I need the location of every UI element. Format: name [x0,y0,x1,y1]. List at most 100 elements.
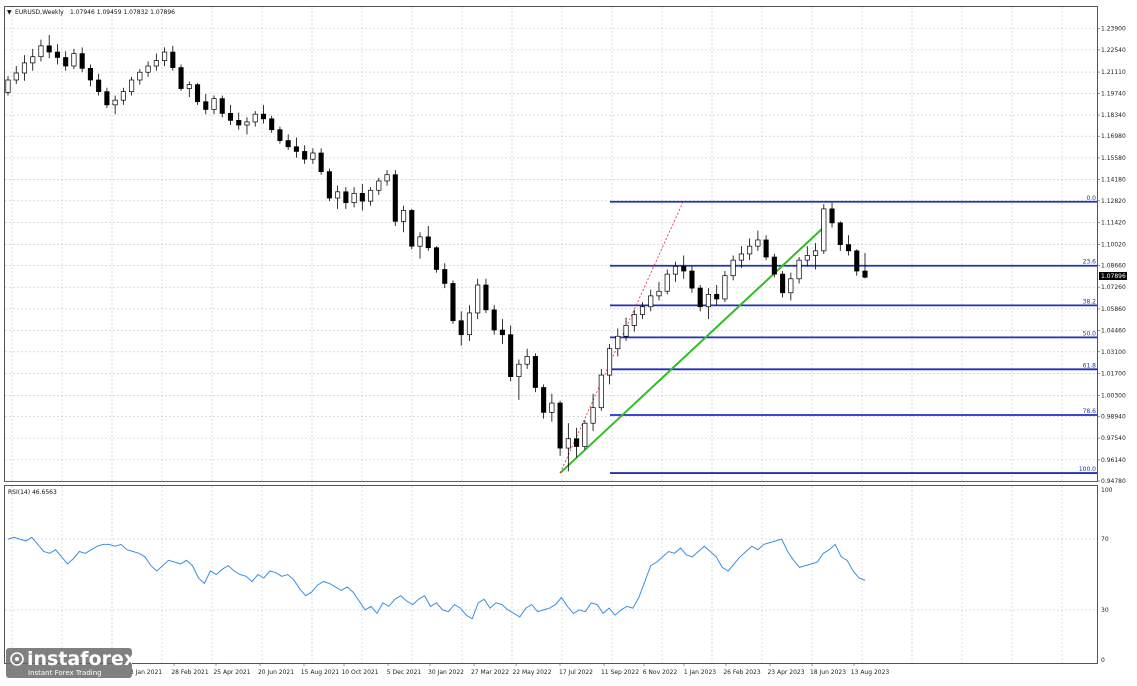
fib-level-label: 61.8 [1083,362,1097,369]
candle [21,55,28,81]
candle [689,266,695,293]
price-tick-label: 1.03100 [1101,349,1126,356]
candle [763,235,769,261]
candle [862,253,868,279]
candle [491,305,497,335]
price-tick-label: 1.10020 [1101,241,1126,248]
trendlines[interactable] [559,201,826,474]
candle [170,45,176,71]
candle [302,145,308,164]
price-tick-label: 1.23900 [1101,26,1126,33]
candle [747,238,753,261]
candle [631,309,637,332]
price-tick-label: 1.16980 [1101,133,1126,140]
candle [672,261,679,282]
fib-level-label: 0.0 [1086,195,1096,202]
candle [186,81,192,98]
rsi-axis[interactable]: 100 70 30 0 [1101,487,1113,664]
time-tick-label: 23 Apr 2023 [767,669,804,676]
candle [458,311,464,346]
time-tick-label: 3 Jan 2021 [130,669,162,676]
fib-trend-dashed-line[interactable] [559,201,684,474]
symbol-header-arrow-icon[interactable]: ▼ [7,9,12,16]
candle [804,246,810,267]
fib-level-label: 50.0 [1083,330,1097,337]
candle [252,111,258,127]
fibonacci-retracement[interactable]: 0.0 23.6 38.2 50.0 61.8 78.6 100.0 [610,195,1097,474]
candle [326,168,332,202]
time-tick-label: 18 Jun 2023 [810,669,846,676]
candle [79,47,85,73]
price-tick-label: 1.19740 [1101,90,1126,97]
candle [211,95,217,115]
candle [368,187,374,206]
candle [606,344,613,385]
candle [400,205,407,233]
ohlc-header: 1.07946 1.09459 1.07832 1.07896 [70,9,175,16]
time-tick-label: 28 Feb 2021 [171,669,209,676]
price-tick-label: 1.15580 [1101,155,1126,162]
price-tick-label: 1.11420 [1101,220,1126,227]
candle [194,83,201,105]
candle [178,64,184,91]
time-axis[interactable]: 3 Jan 2021 28 Feb 2021 25 Apr 2021 20 Jun 2… [129,663,890,676]
candle [129,76,135,96]
candle [697,285,703,312]
candle [508,325,514,382]
price-tick-label: 1.21110 [1101,69,1126,76]
candle [310,148,316,164]
price-tick-label: 1.18340 [1101,112,1126,119]
candle [203,93,209,115]
candle [499,319,505,345]
price-tick-label: 1.14180 [1101,177,1126,184]
price-tick-label: 1.12820 [1101,198,1126,205]
rsi-plot-frame [4,485,1098,664]
candle [359,184,365,211]
main-grid [5,7,1097,482]
candle [269,115,275,133]
rsi-tick-label: 30 [1101,607,1109,614]
price-axis[interactable]: 1.23900 1.22540 1.21110 1.19740 1.18340 1.169… [1097,26,1126,485]
price-tick-label: 0.96140 [1101,457,1126,464]
candle [845,235,852,256]
candle [318,148,324,175]
candle [714,285,720,306]
price-tick-label: 0.97540 [1101,435,1126,442]
candle [96,73,102,96]
time-tick-label: 10 Oct 2021 [341,669,378,676]
candle [87,64,93,87]
candle [30,48,36,71]
candle [409,208,415,250]
price-tick-label: 1.04460 [1101,328,1126,335]
candle [854,249,860,276]
price-tick-label: 1.01700 [1101,371,1126,378]
candle [738,246,744,268]
candle [639,302,646,320]
candle [524,348,530,369]
svg-text:Instant Forex Trading: Instant Forex Trading [28,669,102,677]
fib-level-label: 78.6 [1083,408,1097,415]
candle [565,423,571,472]
candle [483,278,489,313]
candle [384,170,390,186]
candle [54,44,60,65]
candle [285,134,291,150]
time-tick-label: 13 Aug 2023 [851,669,890,676]
candle [681,255,687,279]
fib-level-label: 23.6 [1083,259,1097,266]
time-tick-label: 27 Mar 2022 [471,669,509,676]
candle [433,246,440,273]
candle [648,289,654,312]
candle [664,269,670,295]
rsi-tick-label: 70 [1101,536,1109,543]
price-tick-label: 1.08660 [1101,262,1126,269]
svg-text:instaforex: instaforex [27,648,132,670]
candle [236,112,242,130]
candle [417,232,423,259]
candle [475,278,481,320]
price-tick-label: 1.07260 [1101,284,1126,291]
fib-level-label: 100.0 [1079,466,1096,473]
green-uptrend-line[interactable] [559,225,826,474]
candle [813,243,819,270]
